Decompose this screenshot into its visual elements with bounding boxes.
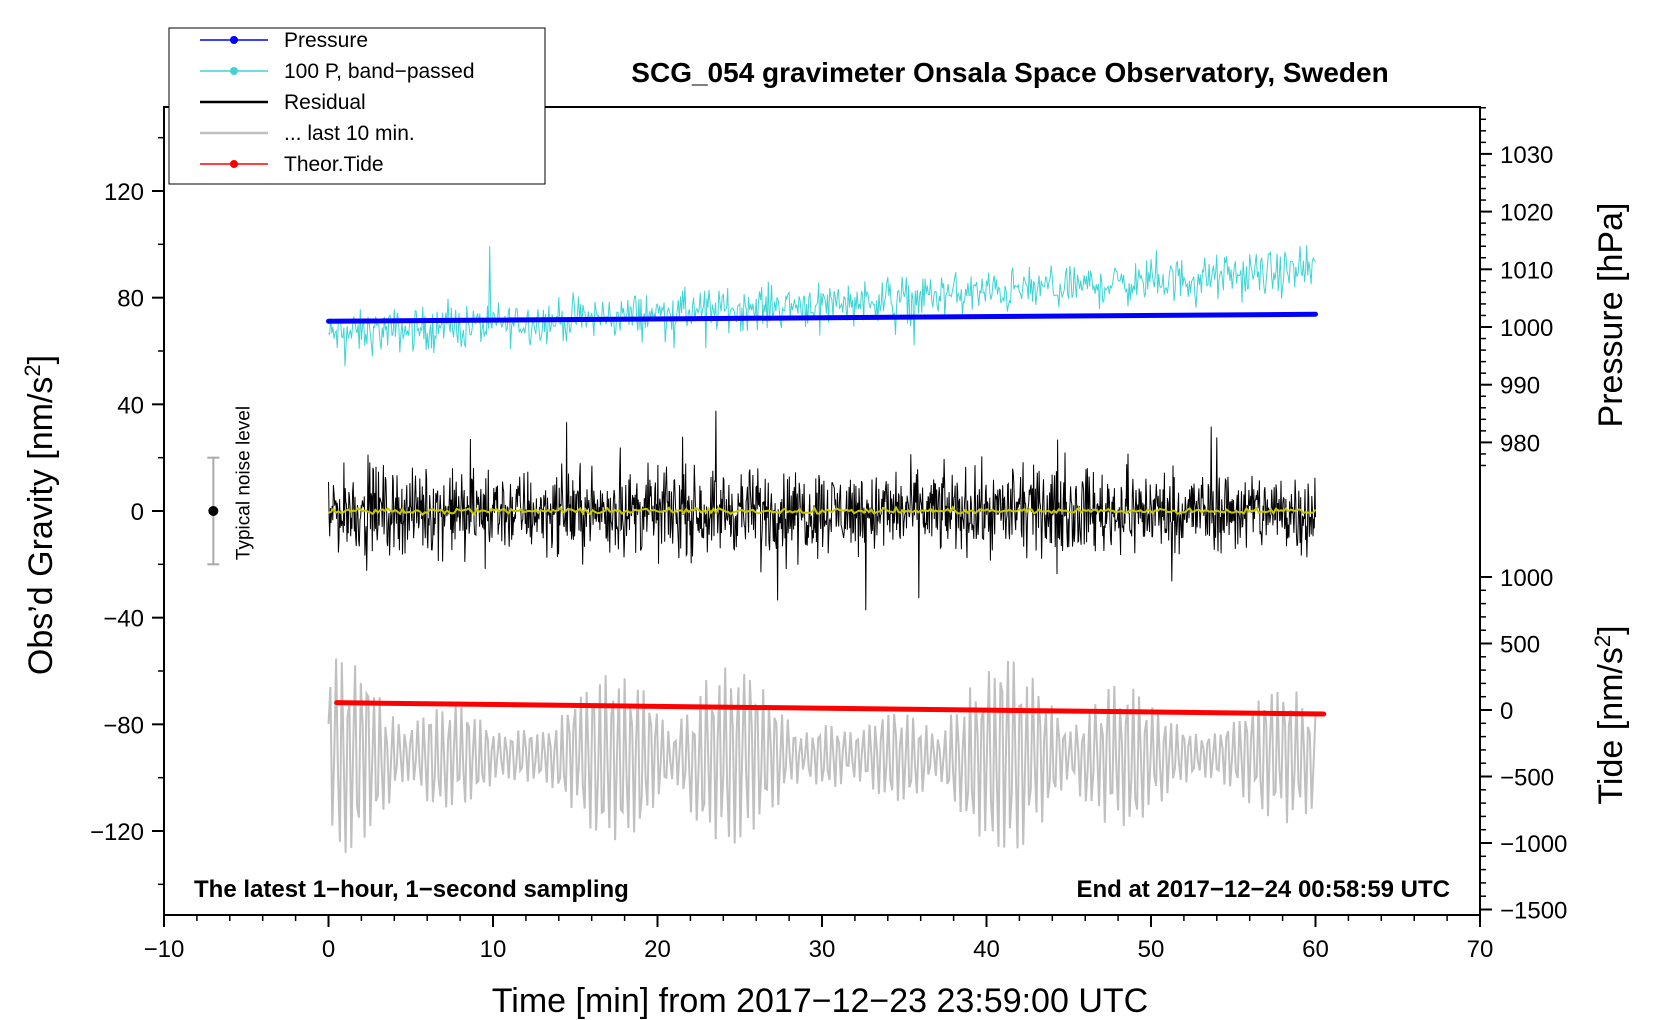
y-pressure-tick-label: 980	[1500, 430, 1540, 457]
legend-item: 100 P, band−passed	[200, 60, 475, 83]
legend-swatch-marker	[230, 36, 238, 44]
legend-item: Pressure	[200, 29, 368, 52]
series-last-10-min-line	[327, 658, 1317, 853]
legend-swatch-marker	[230, 160, 238, 168]
legend-swatch-marker	[230, 67, 238, 75]
x-tick-label: 0	[322, 936, 335, 963]
legend-label: 100 P, band−passed	[284, 60, 475, 83]
legend-label: Pressure	[284, 29, 368, 52]
legend-item: Theor.Tide	[200, 153, 384, 176]
series-tide-line	[334, 700, 1327, 717]
y-tide-tick-label: 500	[1500, 632, 1540, 659]
series-layer	[326, 245, 1327, 853]
y-label-tide-text: Tide [nm/s	[1592, 647, 1630, 804]
y-label-tide-sup: 2	[1590, 635, 1615, 647]
noise-indicator: Typical noise level	[207, 406, 254, 566]
y-left-tick-label: −80	[103, 712, 144, 739]
y-tide-tick-label: 1000	[1500, 565, 1553, 592]
y-axis-label-left: Obs’d Gravity [nm/s2]	[20, 355, 60, 675]
legend-item: Residual	[200, 91, 366, 114]
y-tide-tick-label: −500	[1500, 765, 1554, 792]
series-pressure-line	[326, 311, 1318, 324]
y-pressure-tick-label: 1010	[1500, 257, 1553, 284]
y-left-tick-label: 80	[117, 286, 144, 313]
x-axis-label: Time [min] from 2017−12−23 23:59:00 UTC	[492, 982, 1148, 1020]
x-tick-label: 30	[809, 936, 836, 963]
y-axis-label-pressure: Pressure [hPa]	[1592, 203, 1630, 428]
x-tick-label: 60	[1302, 936, 1329, 963]
footer-left: The latest 1−hour, 1−second sampling	[194, 876, 629, 903]
y-left-tick-label: −40	[103, 606, 144, 633]
x-tick-label: 10	[480, 936, 507, 963]
y-left-tick-label: 120	[104, 179, 144, 206]
y-tide-tick-label: 0	[1500, 698, 1513, 725]
legend-box	[168, 27, 546, 185]
legend: Pressure 100 P, band−passed Residual ... la…	[168, 27, 546, 185]
legend-item: ... last 10 min.	[200, 122, 415, 145]
legend-label: ... last 10 min.	[284, 122, 415, 145]
y-left-tick-label: 40	[117, 392, 144, 419]
ticks-layer: −10 0 10 20 30 40 50 60 7012080400−40−80−1209809…	[90, 106, 1567, 963]
x-tick-label: −10	[144, 936, 185, 963]
footer-right: End at 2017−12−24 00:58:59 UTC	[1076, 876, 1450, 903]
y-tide-tick-label: −1000	[1500, 831, 1567, 858]
y-axis-label-tide: Tide [nm/s2]	[1590, 625, 1630, 804]
y-label-left-close: ]	[22, 355, 60, 364]
y-tide-tick-label: −1500	[1500, 898, 1567, 925]
y-left-tick-label: −120	[90, 819, 144, 846]
series-smoothed-residual-line	[328, 505, 1317, 517]
x-tick-label: 70	[1467, 936, 1494, 963]
series-band-passed-line	[328, 245, 1316, 367]
noise-level-label: Typical noise level	[233, 406, 254, 560]
legend-label: Theor.Tide	[284, 153, 384, 176]
noise-center-dot	[208, 506, 219, 516]
y-pressure-tick-label: 1020	[1500, 200, 1553, 227]
y-left-tick-label: 0	[131, 499, 144, 526]
x-tick-label: 50	[1138, 936, 1165, 963]
y-pressure-tick-label: 1030	[1500, 142, 1553, 169]
y-label-left-sup: 2	[20, 364, 45, 376]
y-label-left-text: Obs’d Gravity [nm/s	[22, 377, 60, 676]
y-pressure-tick-label: 1000	[1500, 315, 1553, 342]
y-pressure-tick-label: 990	[1500, 373, 1540, 400]
y-label-tide-close: ]	[1592, 625, 1630, 634]
chart-title: SCG_054 gravimeter Onsala Space Observat…	[631, 57, 1388, 88]
x-tick-label: 20	[644, 936, 671, 963]
legend-label: Residual	[284, 91, 366, 114]
x-tick-label: 40	[973, 936, 1000, 963]
